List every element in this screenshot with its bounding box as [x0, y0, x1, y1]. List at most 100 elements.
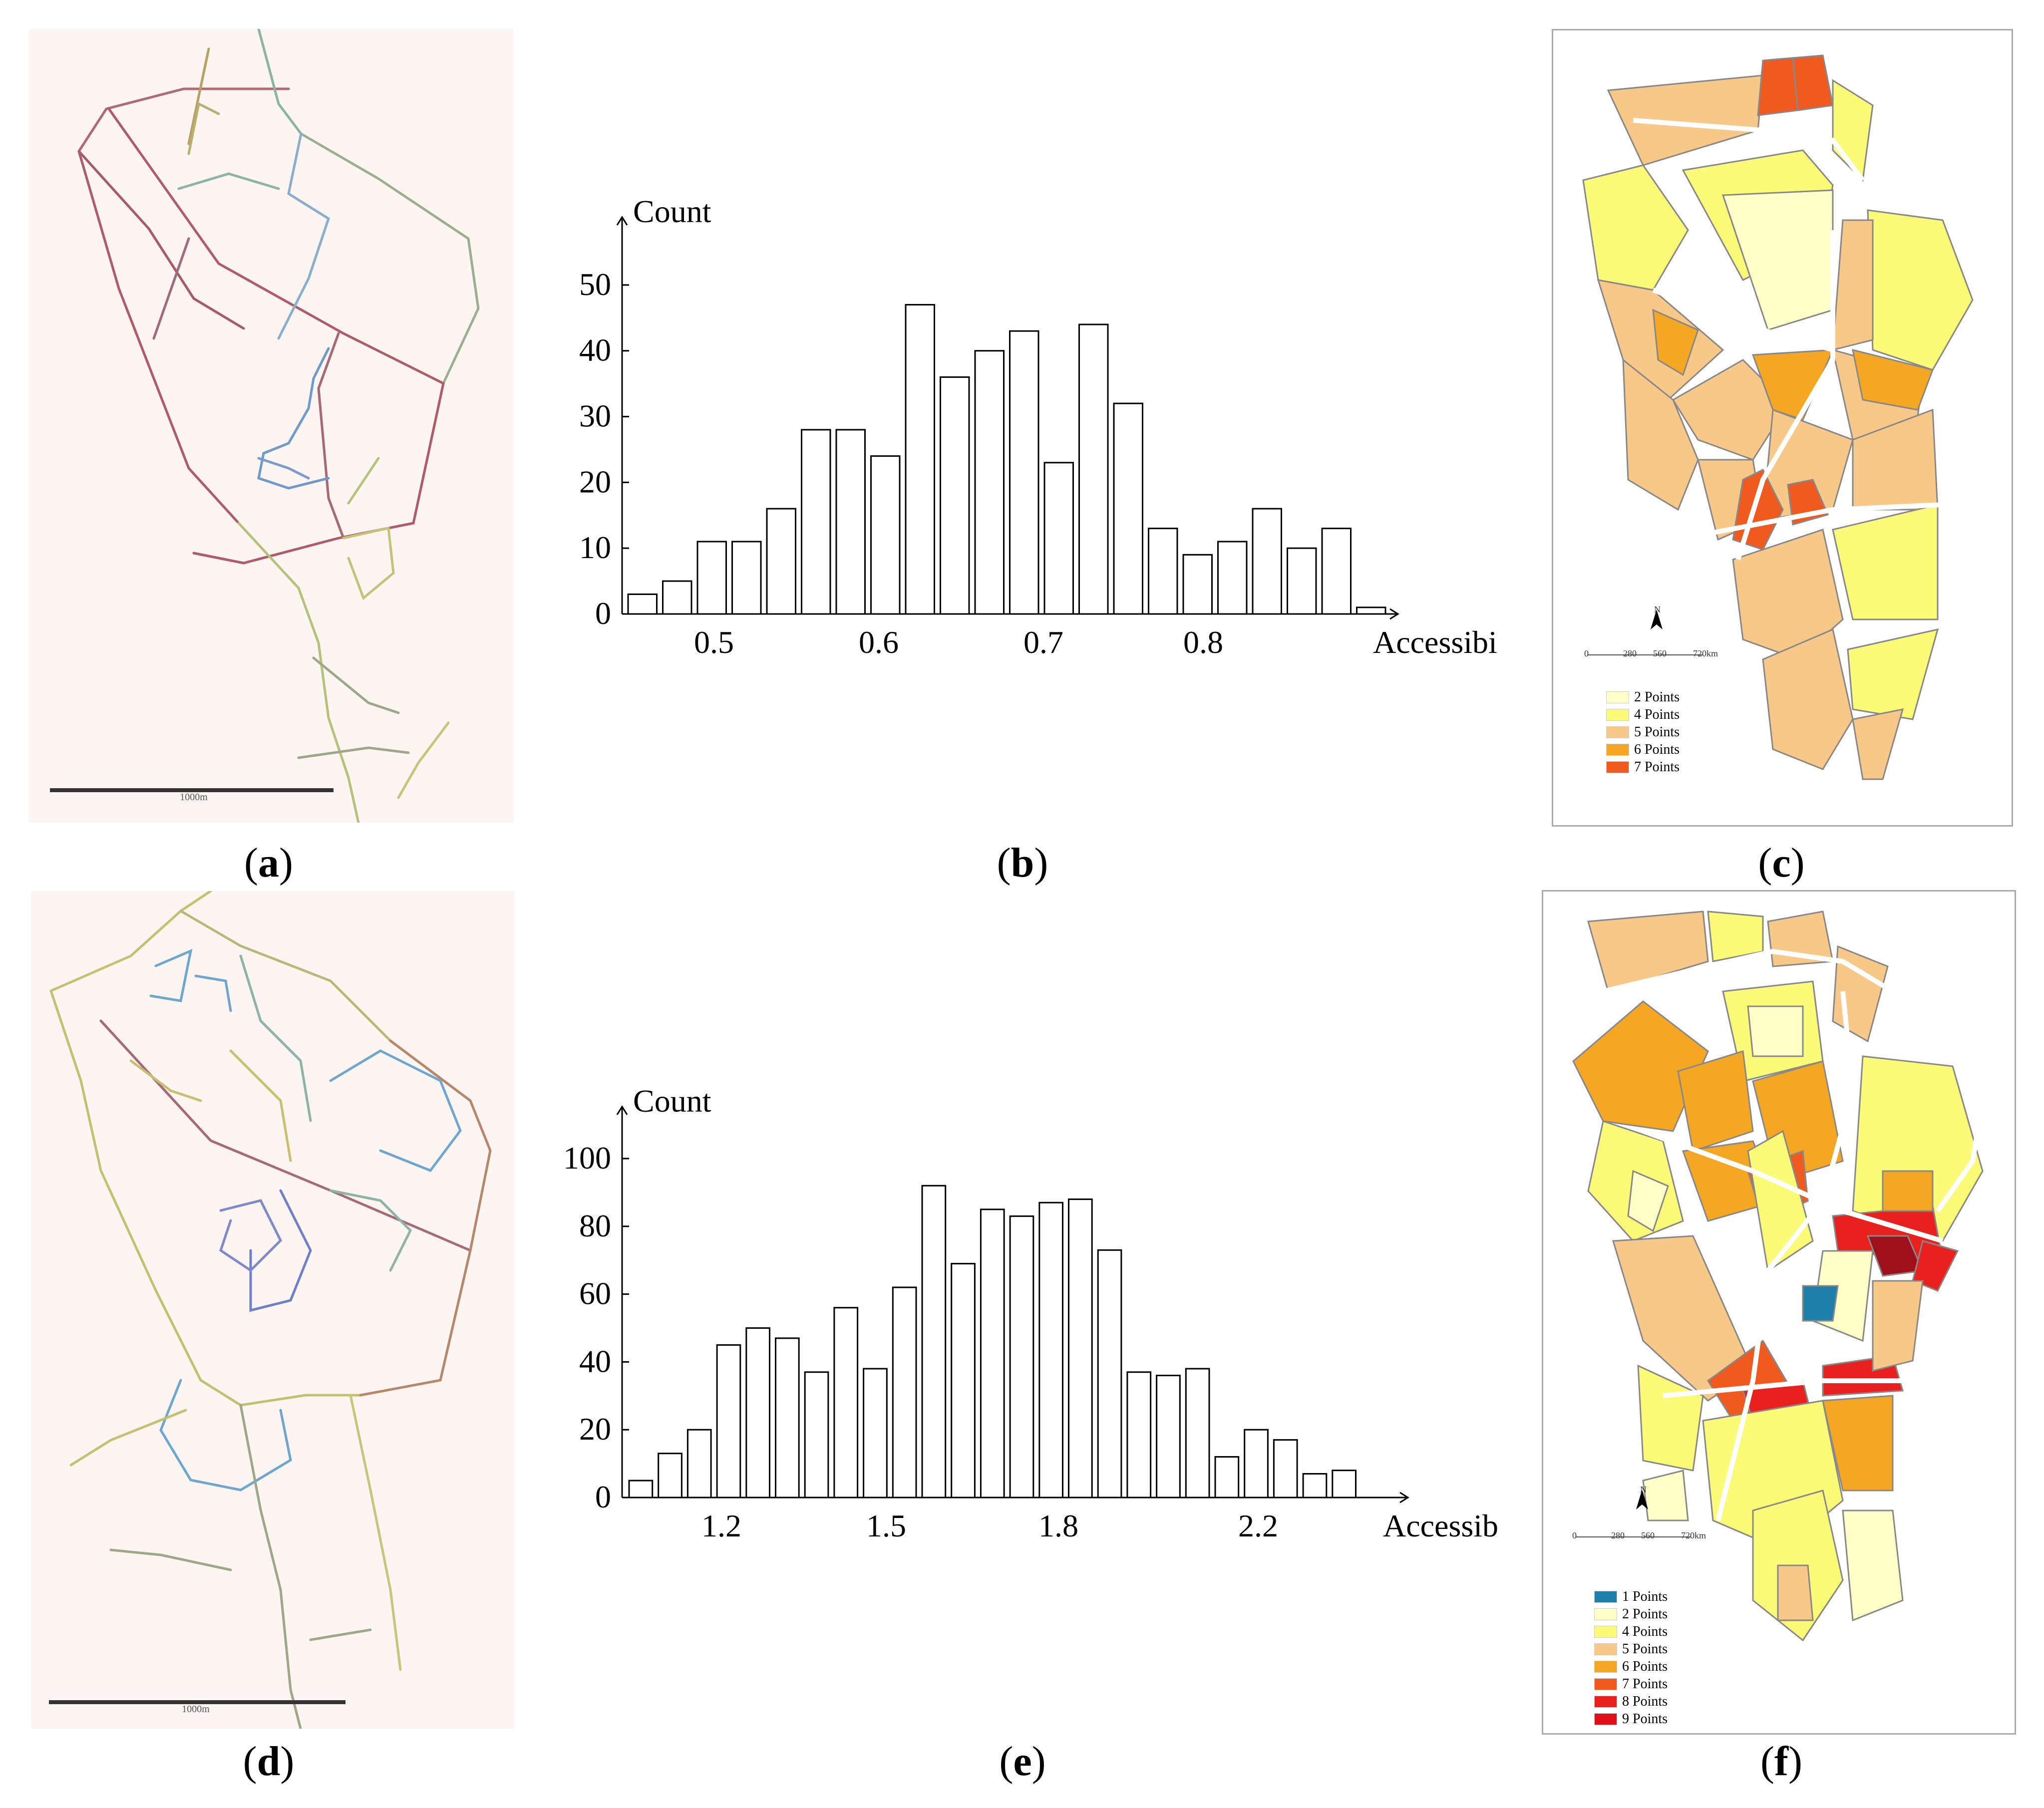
x-tick-label: 1.2	[701, 1508, 741, 1543]
legend-swatch	[1606, 708, 1629, 721]
legend-item: 1 Points	[1594, 1588, 1668, 1605]
y-tick-label: 50	[579, 267, 611, 302]
histogram-e: 0 20 40 60 80 100 1.2 1.5 1.8 2.2 Accessibility Cou…	[563, 1083, 1498, 1543]
histogram-bar	[1009, 330, 1039, 615]
histogram-bar	[870, 455, 901, 615]
legend-label: 7 Points	[1622, 1676, 1668, 1692]
scalebar-label-a: 1000m	[180, 792, 208, 803]
scale-tick-c-2: 560	[1653, 648, 1667, 658]
histogram-bar	[1185, 1368, 1210, 1499]
histogram-bar	[835, 429, 866, 615]
y-tick-label: 0	[595, 596, 611, 631]
scalebar-label-d: 1000m	[182, 1704, 210, 1715]
network-map-a: 1000m	[29, 29, 513, 823]
legend-c: 2 Points 4 Points 5 Points 6 Points 7 Points	[1606, 688, 1680, 776]
legend-swatch	[1606, 743, 1629, 756]
legend-swatch	[1606, 726, 1629, 738]
scale-tick-f-3: 720km	[1681, 1530, 1706, 1540]
histogram-bar	[766, 508, 796, 615]
legend-f: 1 Points 2 Points 4 Points 5 Points 6 Points…	[1594, 1588, 1668, 1728]
north-label-c: N	[1654, 604, 1661, 614]
histogram-bar	[1078, 323, 1109, 615]
histogram-bar	[951, 1262, 976, 1499]
x-tick-label: 2.2	[1238, 1508, 1278, 1543]
y-tick-label: 20	[579, 464, 611, 499]
y-tick-label: 20	[579, 1411, 611, 1447]
histogram-bar	[1126, 1371, 1152, 1499]
panel-label-c: (c)	[1758, 840, 1805, 886]
histogram-bar	[940, 376, 970, 615]
y-tick-label: 40	[579, 332, 611, 368]
y-tick-label: 60	[579, 1276, 611, 1311]
histogram-bar	[1302, 1473, 1328, 1499]
histogram-bar	[1009, 1215, 1034, 1499]
histogram-bar	[1252, 508, 1282, 615]
histogram-bar	[1214, 1456, 1240, 1499]
histogram-bar	[980, 1208, 1005, 1499]
legend-label: 6 Points	[1634, 741, 1680, 757]
histogram-bar	[745, 1327, 770, 1499]
panel-label-d: (d)	[243, 1738, 295, 1785]
y-tick-label: 30	[579, 398, 611, 434]
x-axis-label: Accessibility	[1383, 1508, 1498, 1543]
legend-label: 2 Points	[1634, 689, 1680, 705]
legend-swatch	[1594, 1590, 1617, 1603]
legend-swatch	[1594, 1608, 1617, 1620]
histogram-bar	[1321, 528, 1352, 615]
histogram-bar	[1156, 1375, 1181, 1499]
scale-tick-f-0: 0	[1572, 1530, 1577, 1540]
histogram-bar	[1217, 541, 1248, 615]
histogram-bar	[1043, 462, 1074, 615]
legend-item: 6 Points	[1594, 1658, 1668, 1675]
histogram-bar	[801, 429, 831, 615]
network-map-d: 1000m	[31, 891, 514, 1729]
legend-swatch	[1594, 1643, 1617, 1655]
scale-tick-c-3: 720km	[1693, 648, 1718, 658]
x-axis-label: Accessibility	[1373, 624, 1498, 660]
histogram-bar	[1244, 1429, 1269, 1499]
y-axis-label: Count	[633, 1083, 711, 1119]
y-tick-label: 40	[579, 1343, 611, 1379]
legend-label: 6 Points	[1622, 1658, 1668, 1674]
histogram-bar	[921, 1185, 947, 1499]
y-tick-label: 10	[579, 530, 611, 565]
y-axis-arrow	[616, 216, 628, 226]
legend-item: 2 Points	[1606, 688, 1680, 706]
histogram-bar	[1356, 606, 1386, 615]
north-label-f: N	[1640, 1485, 1647, 1495]
x-tick-label: 0.5	[694, 624, 734, 660]
histogram-bar	[1287, 547, 1317, 615]
x-axis-arrow	[1399, 1492, 1409, 1504]
legend-label: 9 Points	[1622, 1711, 1668, 1727]
legend-item: 4 Points	[1594, 1623, 1668, 1640]
histogram-bar	[662, 580, 692, 615]
histogram-bar	[1068, 1198, 1093, 1499]
panel-label-f: (f)	[1760, 1738, 1802, 1785]
legend-label: 5 Points	[1634, 724, 1680, 740]
panel-label-e: (e)	[999, 1738, 1046, 1785]
histogram-bar	[1332, 1470, 1357, 1499]
legend-swatch	[1594, 1695, 1617, 1708]
x-tick-label: 0.6	[859, 624, 899, 660]
legend-item: 2 Points	[1594, 1605, 1668, 1623]
x-axis-arrow	[1389, 608, 1399, 620]
legend-item: 7 Points	[1594, 1675, 1668, 1693]
panel-label-b: (b)	[997, 840, 1048, 886]
panel-label-a: (a)	[244, 840, 293, 886]
histogram-bar	[1273, 1439, 1298, 1499]
legend-swatch	[1594, 1625, 1617, 1638]
scale-tick-f-2: 560	[1641, 1530, 1655, 1540]
choropleth-map-f: N 0 280 560 720km 1 Points 2 Points 4 Poin…	[1542, 890, 2016, 1735]
legend-label: 5 Points	[1622, 1641, 1668, 1657]
histogram-bar	[833, 1307, 859, 1499]
legend-label: 8 Points	[1622, 1693, 1668, 1709]
histogram-bar	[974, 350, 1005, 615]
legend-swatch	[1594, 1678, 1617, 1690]
histogram-bar	[1097, 1249, 1122, 1499]
legend-label: 4 Points	[1634, 706, 1680, 722]
legend-swatch	[1606, 691, 1629, 703]
choropleth-map-c: N 0 280 560 720km 2 Points 4 Points 5 Poin…	[1552, 29, 2013, 827]
scale-tick-f-1: 280	[1611, 1530, 1625, 1540]
histogram-bar	[696, 541, 727, 615]
histogram-bar	[1148, 528, 1178, 615]
